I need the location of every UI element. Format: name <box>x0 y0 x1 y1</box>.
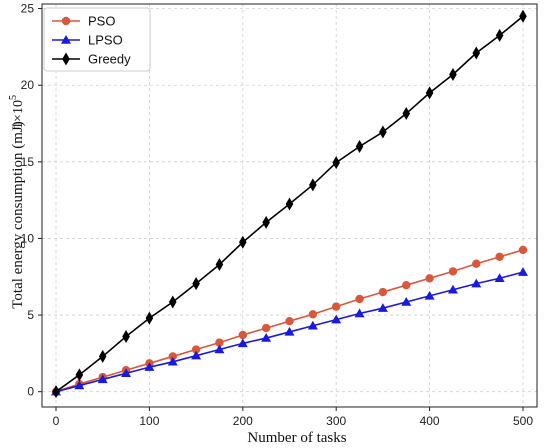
data-point-greedy <box>262 215 270 229</box>
data-point-lpso <box>167 356 178 366</box>
data-point-greedy <box>75 368 84 382</box>
legend-item-greedy: Greedy <box>52 52 131 67</box>
x-axis-ticks: 0 100 200 300 400 500 <box>53 407 533 428</box>
data-point-pso <box>518 245 528 255</box>
data-point-pso <box>495 252 504 262</box>
data-point-greedy <box>519 9 527 23</box>
data-point-greedy <box>425 86 434 100</box>
data-point-lpso <box>284 326 295 336</box>
y-tick-label: 25 <box>21 2 35 16</box>
legend-marker-lpso <box>61 35 71 44</box>
legend-item-pso: PSO <box>52 14 115 29</box>
data-point-greedy <box>355 140 364 154</box>
legend-label-greedy: Greedy <box>88 52 131 67</box>
data-point-greedy <box>98 349 107 363</box>
x-tick-label: 100 <box>139 414 159 428</box>
data-point-greedy <box>145 311 154 325</box>
data-point-greedy <box>495 28 504 42</box>
data-point-lpso <box>377 303 388 312</box>
series-lpso <box>51 267 528 396</box>
legend-item-lpso: LPSO <box>52 33 123 48</box>
data-point-pso <box>402 280 411 290</box>
data-point-greedy <box>309 178 317 192</box>
data-point-greedy <box>168 295 177 309</box>
data-point-greedy <box>332 156 340 170</box>
data-point-greedy <box>122 330 130 344</box>
data-point-pso <box>425 274 434 283</box>
data-point-greedy <box>192 277 200 291</box>
legend: PSO LPSO Greedy <box>43 7 151 72</box>
data-point-pso <box>215 338 224 347</box>
data-point-lpso <box>447 284 458 294</box>
data-point-lpso <box>144 362 155 371</box>
data-point-lpso <box>517 267 528 276</box>
legend-label-lpso: LPSO <box>88 33 123 48</box>
data-point-greedy <box>239 235 247 249</box>
x-tick-label: 300 <box>326 414 346 428</box>
data-point-pso <box>355 294 364 304</box>
data-point-pso <box>448 267 458 276</box>
x-tick-label: 0 <box>53 414 60 428</box>
series-layer <box>51 9 528 399</box>
y-axis-scale-exponent: 5 <box>8 95 19 100</box>
data-point-pso <box>285 316 294 326</box>
data-point-pso <box>378 287 388 297</box>
data-point-pso <box>472 259 481 268</box>
data-point-lpso <box>121 368 132 378</box>
legend-marker-pso <box>61 16 71 26</box>
x-axis-label: Number of tasks <box>247 430 346 446</box>
data-point-greedy <box>472 46 481 60</box>
data-point-lpso <box>401 297 412 306</box>
series-greedy <box>52 9 527 399</box>
data-point-lpso <box>424 290 435 300</box>
data-point-lpso <box>237 338 248 348</box>
y-tick-label: 5 <box>27 308 34 322</box>
data-point-pso <box>168 352 177 361</box>
data-point-greedy <box>379 125 387 139</box>
data-point-greedy <box>449 67 457 81</box>
data-point-lpso <box>97 374 108 384</box>
y-axis-label: Total energy consumption (mJ) <box>10 121 26 308</box>
data-point-pso <box>261 323 271 333</box>
legend-box <box>43 7 151 72</box>
data-point-greedy <box>285 197 294 211</box>
data-point-lpso <box>214 344 225 354</box>
x-tick-label: 500 <box>513 414 533 428</box>
data-point-lpso <box>191 350 202 360</box>
data-point-pso <box>238 330 248 340</box>
data-point-lpso <box>74 380 85 390</box>
legend-items: PSO LPSO Greedy <box>52 14 131 67</box>
y-axis-scale-label: 1×105 <box>8 95 26 129</box>
y-tick-label: 10 <box>21 231 35 245</box>
y-axis-ticks: 0 5 10 15 20 25 <box>21 2 42 399</box>
x-tick-label: 400 <box>420 414 440 428</box>
y-tick-label: 0 <box>27 385 34 399</box>
legend-label-pso: PSO <box>88 14 115 29</box>
data-point-pso <box>191 345 201 354</box>
data-point-lpso <box>354 308 365 318</box>
y-tick-label: 20 <box>21 78 35 92</box>
plot-frame <box>41 3 538 408</box>
data-point-pso <box>331 302 341 311</box>
data-point-pso <box>308 310 318 319</box>
data-point-lpso <box>494 273 505 283</box>
y-tick-label: 15 <box>21 155 35 169</box>
legend-marker-greedy <box>62 52 70 66</box>
data-point-greedy <box>402 107 411 121</box>
data-point-lpso <box>331 314 342 324</box>
data-point-greedy <box>215 257 224 271</box>
data-point-greedy <box>52 385 60 399</box>
data-point-lpso <box>261 333 272 342</box>
data-point-lpso <box>471 278 482 288</box>
data-point-lpso <box>307 320 318 330</box>
x-tick-label: 200 <box>233 414 253 428</box>
grid <box>42 4 537 407</box>
